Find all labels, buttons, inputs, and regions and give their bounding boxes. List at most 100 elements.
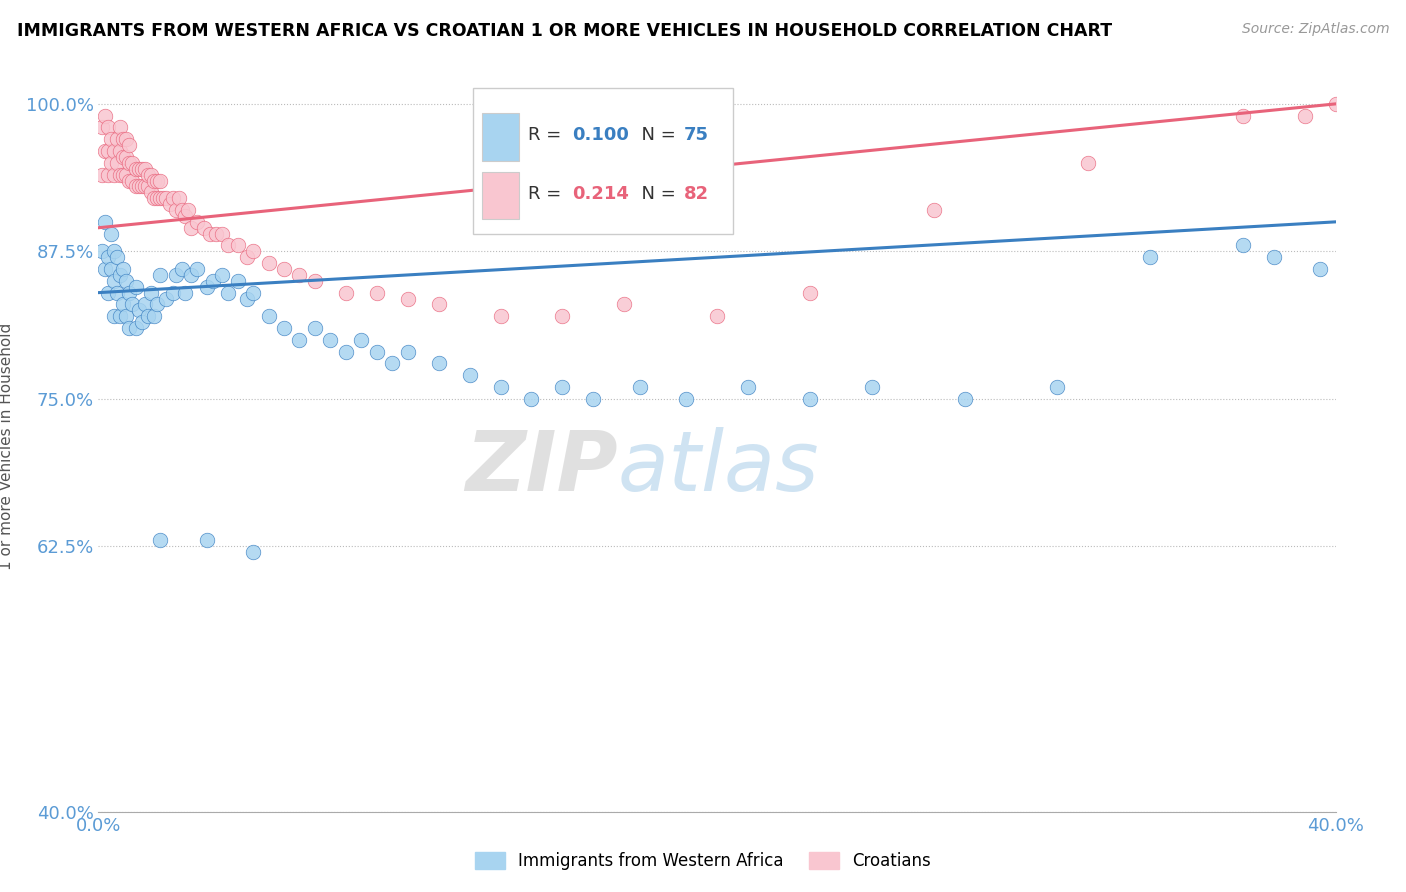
Point bbox=[118, 173, 141, 187]
Point bbox=[236, 292, 259, 306]
Point bbox=[93, 109, 115, 123]
Point bbox=[100, 262, 122, 277]
Point bbox=[108, 120, 131, 135]
Point bbox=[304, 274, 326, 288]
Point bbox=[381, 356, 404, 370]
Point bbox=[162, 191, 184, 205]
Point bbox=[427, 297, 450, 311]
Point bbox=[165, 202, 187, 217]
FancyBboxPatch shape bbox=[482, 171, 519, 219]
Point bbox=[1263, 250, 1285, 264]
Point bbox=[205, 227, 228, 241]
Point bbox=[257, 256, 280, 270]
Point bbox=[675, 392, 697, 406]
Point bbox=[226, 238, 249, 252]
Point bbox=[112, 150, 135, 164]
Point bbox=[112, 297, 135, 311]
Point bbox=[90, 244, 112, 259]
Point bbox=[136, 310, 159, 324]
Point bbox=[236, 250, 259, 264]
Point bbox=[93, 144, 115, 158]
Point bbox=[128, 179, 150, 194]
Point bbox=[136, 168, 159, 182]
Point bbox=[115, 274, 138, 288]
Point bbox=[304, 321, 326, 335]
Point bbox=[273, 262, 295, 277]
Point bbox=[115, 168, 138, 182]
Point bbox=[97, 285, 120, 300]
Point bbox=[1232, 109, 1254, 123]
Point bbox=[143, 191, 166, 205]
Point bbox=[105, 250, 128, 264]
Point bbox=[335, 344, 357, 359]
Point bbox=[180, 268, 202, 282]
Point bbox=[121, 156, 143, 170]
Point bbox=[146, 297, 169, 311]
Text: N =: N = bbox=[630, 185, 682, 202]
Point bbox=[118, 285, 141, 300]
Point bbox=[195, 533, 218, 548]
Point bbox=[134, 161, 156, 176]
Point bbox=[105, 285, 128, 300]
Point bbox=[242, 545, 264, 559]
Point bbox=[159, 197, 181, 211]
Point bbox=[112, 132, 135, 146]
Text: R =: R = bbox=[527, 126, 567, 145]
Point bbox=[103, 310, 125, 324]
Point bbox=[128, 161, 150, 176]
Y-axis label: 1 or more Vehicles in Household: 1 or more Vehicles in Household bbox=[0, 322, 14, 570]
Point bbox=[1139, 250, 1161, 264]
Point bbox=[1232, 238, 1254, 252]
Point bbox=[90, 168, 112, 182]
Point bbox=[139, 186, 162, 200]
Point bbox=[118, 321, 141, 335]
Point bbox=[105, 156, 128, 170]
Point bbox=[143, 173, 166, 187]
Point bbox=[288, 268, 311, 282]
Point bbox=[186, 215, 208, 229]
Point bbox=[100, 156, 122, 170]
Point bbox=[1046, 380, 1069, 394]
Point bbox=[149, 173, 172, 187]
Text: 82: 82 bbox=[683, 185, 709, 202]
Point bbox=[121, 173, 143, 187]
Point bbox=[97, 120, 120, 135]
Point bbox=[217, 285, 239, 300]
Point bbox=[103, 274, 125, 288]
Point bbox=[134, 297, 156, 311]
Point bbox=[149, 191, 172, 205]
Point bbox=[124, 161, 146, 176]
Point bbox=[108, 310, 131, 324]
Point bbox=[186, 262, 208, 277]
Point bbox=[174, 209, 197, 223]
Point bbox=[115, 310, 138, 324]
Point bbox=[131, 161, 153, 176]
Point bbox=[489, 310, 512, 324]
Point bbox=[170, 202, 193, 217]
Point bbox=[195, 279, 218, 293]
Point bbox=[121, 297, 143, 311]
Point bbox=[115, 132, 138, 146]
Point bbox=[90, 120, 112, 135]
Point bbox=[105, 132, 128, 146]
Text: 0.100: 0.100 bbox=[572, 126, 628, 145]
Point bbox=[124, 179, 146, 194]
Point bbox=[193, 220, 215, 235]
Point bbox=[201, 274, 224, 288]
Point bbox=[366, 344, 388, 359]
Point bbox=[396, 292, 419, 306]
Text: IMMIGRANTS FROM WESTERN AFRICA VS CROATIAN 1 OR MORE VEHICLES IN HOUSEHOLD CORRE: IMMIGRANTS FROM WESTERN AFRICA VS CROATI… bbox=[17, 22, 1112, 40]
Text: N =: N = bbox=[630, 126, 682, 145]
Point bbox=[112, 262, 135, 277]
Point bbox=[118, 138, 141, 153]
Point bbox=[103, 144, 125, 158]
Point bbox=[198, 227, 221, 241]
FancyBboxPatch shape bbox=[474, 87, 733, 234]
Point bbox=[174, 285, 197, 300]
Point bbox=[706, 310, 728, 324]
Point bbox=[165, 268, 187, 282]
Point bbox=[257, 310, 280, 324]
Point bbox=[112, 168, 135, 182]
Point bbox=[108, 268, 131, 282]
Point bbox=[103, 168, 125, 182]
